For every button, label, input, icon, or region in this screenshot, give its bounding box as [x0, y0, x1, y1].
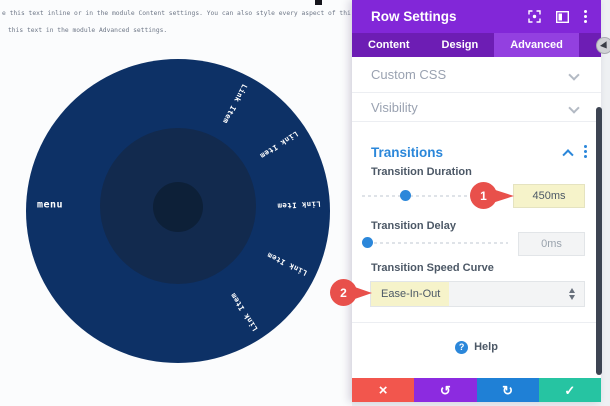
panel-content: Custom CSS Visibility Transitions Transi… [352, 57, 601, 378]
transition-duration-label: Transition Duration [371, 166, 472, 178]
transition-duration-input[interactable]: 450ms [513, 184, 585, 208]
panel-tabs: Content Design Advanced [352, 33, 601, 57]
redo-icon: ↻ [502, 382, 514, 398]
clipped-heading-fragment [315, 0, 322, 5]
transitions-kebab-icon[interactable] [584, 145, 588, 159]
panel-scrollbar[interactable] [596, 107, 602, 375]
slider-track[interactable] [362, 195, 508, 197]
checkmark-icon: ✓ [564, 382, 576, 398]
section-transitions-header[interactable]: Transitions [352, 138, 601, 166]
tab-content[interactable]: Content [368, 39, 410, 51]
redo-button[interactable]: ↻ [476, 378, 539, 402]
chevron-down-icon[interactable] [568, 68, 580, 81]
row-settings-panel: Row Settings Content Design Advanced Cus… [352, 0, 601, 402]
help-button[interactable]: ? Help [352, 333, 601, 361]
chevron-down-icon[interactable] [568, 101, 580, 114]
select-value: Ease-In-Out [381, 288, 441, 300]
transitions-title: Transitions [371, 144, 444, 160]
close-button[interactable]: × [352, 378, 415, 402]
menu-link-item[interactable]: Link Item [276, 199, 321, 211]
help-label: Help [474, 341, 498, 353]
annotation-pin-1: 1 [470, 182, 516, 209]
transition-delay-input[interactable]: 0ms [518, 232, 585, 256]
panel-footer: × ↺ ↻ ✓ [352, 378, 601, 402]
undo-icon: ↺ [439, 382, 451, 398]
slider-thumb[interactable] [362, 237, 374, 248]
kebab-menu-icon[interactable] [584, 9, 588, 24]
page-preview-area: e this text inline or in the module Cont… [0, 0, 352, 406]
dock-right-icon[interactable] [556, 10, 569, 23]
menu-toggle-label[interactable]: menu [36, 199, 64, 211]
select-highlight [371, 282, 449, 306]
cursor-icon [596, 37, 610, 54]
question-mark-icon: ? [455, 340, 469, 354]
placeholder-paragraph: e this text inline or in the module Cont… [2, 5, 351, 39]
slider-thumb[interactable] [400, 190, 412, 201]
annotation-pin-2: 2 [330, 279, 376, 306]
save-button[interactable]: ✓ [538, 378, 601, 402]
panel-title: Row Settings [371, 9, 457, 24]
transition-speed-curve-label: Transition Speed Curve [371, 262, 494, 274]
tab-design[interactable]: Design [441, 39, 479, 51]
section-visibility-label: Visibility [371, 100, 418, 115]
select-arrows-icon [569, 288, 575, 300]
chevron-up-icon[interactable] [562, 149, 574, 161]
paragraph-line-2: this text in the module Advanced setting… [8, 27, 168, 34]
undo-button[interactable]: ↺ [414, 378, 477, 402]
transition-duration-slider [362, 190, 508, 202]
circular-menu-center-dot [153, 182, 203, 232]
panel-header: Row Settings [352, 0, 601, 33]
header-icons [528, 9, 588, 24]
section-custom-css[interactable]: Custom CSS [352, 57, 601, 93]
paragraph-line-1: e this text inline or in the module Cont… [2, 10, 351, 17]
section-visibility[interactable]: Visibility [352, 94, 601, 122]
divider [352, 322, 601, 323]
annotation-number: 2 [330, 279, 357, 306]
tab-advanced[interactable]: Advanced [494, 33, 579, 57]
transition-speed-curve-select[interactable]: Ease-In-Out [370, 281, 585, 307]
annotation-number: 1 [470, 182, 497, 209]
focus-icon[interactable] [528, 10, 541, 23]
close-icon: × [378, 381, 388, 399]
transition-delay-label: Transition Delay [371, 220, 456, 232]
slider-track[interactable] [362, 242, 508, 244]
transition-delay-slider [362, 237, 508, 249]
section-custom-css-label: Custom CSS [371, 67, 447, 82]
